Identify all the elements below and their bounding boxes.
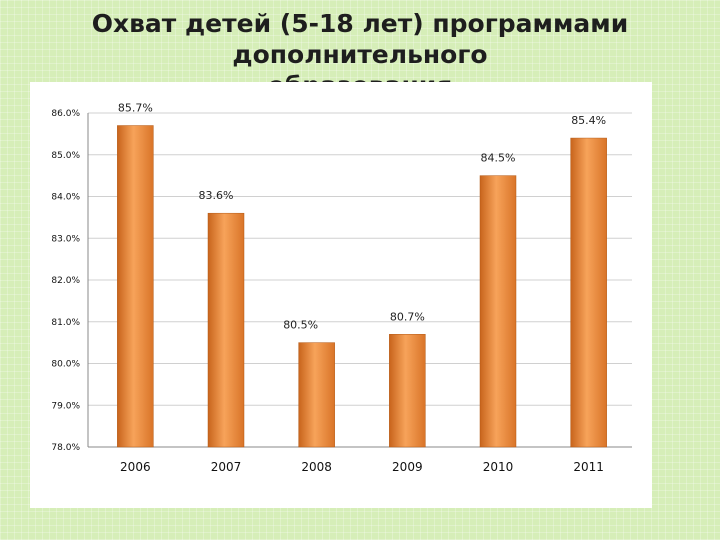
y-tick-label: 84.0% [51, 193, 80, 203]
bar-2009 [389, 334, 426, 448]
y-tick-label: 78.0% [51, 443, 80, 453]
bar-2007 [207, 212, 245, 448]
x-tick-label: 2009 [392, 460, 423, 474]
data-label: 85.7% [118, 102, 153, 115]
x-tick-label: 2010 [483, 460, 514, 474]
x-tick-label: 2007 [211, 460, 242, 474]
bar-2006 [117, 125, 154, 448]
y-tick-label: 82.0% [51, 276, 80, 286]
y-tick-label: 81.0% [51, 318, 80, 328]
x-tick-label: 2008 [301, 460, 332, 474]
data-label: 85.4% [571, 114, 606, 127]
x-tick-label: 2011 [573, 460, 604, 474]
data-label: 80.7% [390, 310, 425, 323]
y-tick-label: 86.0% [51, 109, 80, 119]
slide-title-line-1: Охват детей (5-18 лет) программами допол… [91, 9, 629, 69]
data-label: 80.5% [283, 319, 318, 332]
x-tick-label: 2006 [120, 460, 151, 474]
y-tick-label: 83.0% [51, 234, 80, 244]
bar-2010 [479, 175, 517, 448]
slide-title: Охват детей (5-18 лет) программами допол… [0, 8, 720, 101]
y-tick-label: 79.0% [51, 401, 80, 411]
y-tick-label: 80.0% [51, 360, 80, 370]
bar-2008 [298, 342, 335, 448]
data-label: 84.5% [481, 152, 516, 165]
bar-2011 [570, 137, 607, 448]
y-tick-label: 85.0% [51, 151, 80, 161]
data-label: 83.6% [199, 189, 234, 202]
